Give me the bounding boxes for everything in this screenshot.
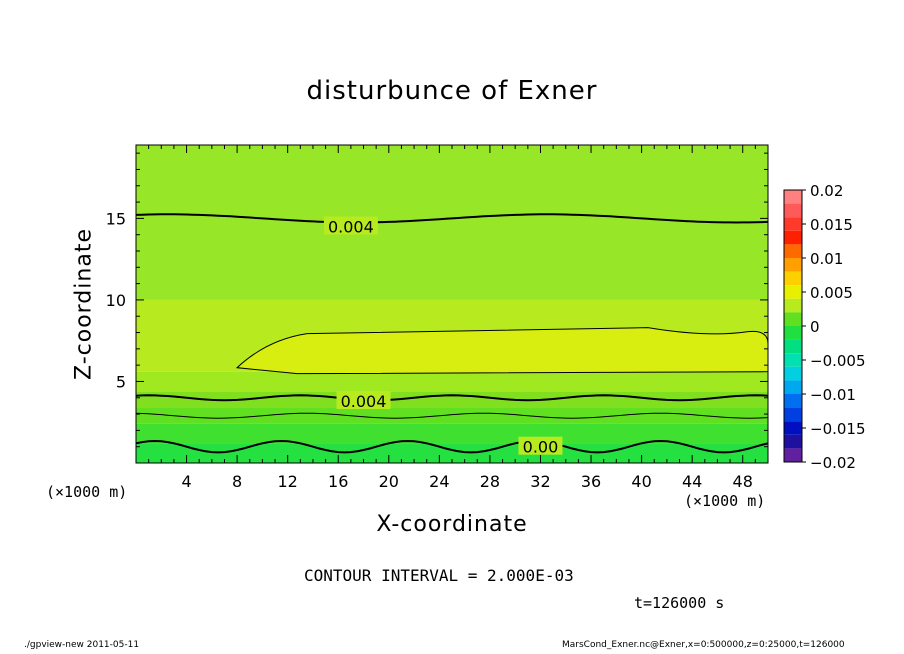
colorbar-tick-label-8: −0.02 bbox=[810, 454, 856, 472]
colorbar-level-2 bbox=[784, 217, 802, 231]
field-band-2 bbox=[136, 407, 768, 424]
x-tick-label-8: 36 bbox=[581, 472, 601, 491]
time-label: t=126000 s bbox=[634, 594, 725, 612]
colorbar-level-19 bbox=[784, 448, 802, 462]
contour-zero bbox=[136, 439, 768, 454]
x-tick-label-1: 8 bbox=[232, 472, 242, 491]
colorbar-level-18 bbox=[784, 434, 802, 449]
contour-core bbox=[235, 327, 768, 375]
x-unit-label-left: (×1000 m) bbox=[46, 483, 128, 501]
y-tick-label-1: 10 bbox=[106, 291, 126, 310]
contour-label-bg-2 bbox=[518, 436, 563, 455]
x-tick-label-7: 32 bbox=[530, 472, 550, 491]
y-tick-label-2: 15 bbox=[106, 209, 126, 228]
contour-label-2: 0.00 bbox=[523, 438, 559, 457]
colorbar-level-9 bbox=[784, 312, 802, 326]
colorbar-tick-label-1: 0.015 bbox=[810, 216, 853, 234]
x-tick-label-0: 4 bbox=[181, 472, 191, 491]
x-tick-label-9: 40 bbox=[631, 472, 651, 491]
x-tick-label-2: 12 bbox=[278, 472, 298, 491]
colorbar-tick-label-3: 0.005 bbox=[810, 284, 853, 302]
colorbar-level-10 bbox=[784, 326, 802, 340]
x-tick-label-10: 44 bbox=[682, 472, 702, 491]
colorbar-level-4 bbox=[784, 244, 802, 258]
x-unit-label-right: (×1000 m) bbox=[684, 492, 766, 510]
x-tick-label-5: 24 bbox=[429, 472, 449, 491]
colorbar-level-15 bbox=[784, 394, 802, 408]
x-tick-label-11: 48 bbox=[733, 472, 753, 491]
colorbar-level-14 bbox=[784, 380, 802, 394]
plot-area bbox=[136, 145, 768, 463]
contour-upper bbox=[136, 213, 768, 224]
colorbar-level-17 bbox=[784, 421, 802, 435]
colorbar-level-1 bbox=[784, 203, 802, 218]
field-band-1 bbox=[136, 423, 768, 444]
x-tick-label-6: 28 bbox=[480, 472, 500, 491]
y-axis-label: Z-coordinate bbox=[71, 228, 97, 380]
colorbar-level-13 bbox=[784, 366, 802, 381]
colorbar-tick-label-7: −0.015 bbox=[810, 420, 866, 438]
footer-program-date: ./gpview-new 2011-05-11 bbox=[24, 640, 140, 650]
colorbar-level-12 bbox=[784, 353, 802, 367]
colorbar-tick-label-6: −0.01 bbox=[810, 386, 856, 404]
colorbar-level-11 bbox=[784, 339, 802, 354]
contour-label-bg-1 bbox=[336, 391, 391, 410]
contour-label-1: 0.004 bbox=[341, 392, 387, 411]
colorbar-tick-label-4: 0 bbox=[810, 318, 820, 336]
colorbar-level-3 bbox=[784, 230, 802, 245]
colorbar-level-7 bbox=[784, 285, 802, 299]
contour-interval-text: CONTOUR INTERVAL = 2.000E-03 bbox=[304, 566, 574, 585]
footer-source-info: MarsCond_Exner.nc@Exner,x=0:500000,z=0:2… bbox=[562, 640, 845, 650]
y-tick-label-0: 5 bbox=[116, 372, 126, 391]
colorbar-level-5 bbox=[784, 258, 802, 272]
chart-title: disturbunce of Exner bbox=[306, 76, 598, 106]
x-tick-label-4: 20 bbox=[379, 472, 399, 491]
x-axis-label: X-coordinate bbox=[376, 512, 528, 537]
contour-label-bg-0 bbox=[323, 216, 378, 235]
colorbar-level-6 bbox=[784, 271, 802, 286]
contour-lines: 0.004 0.004 0.00 bbox=[136, 213, 768, 457]
colorbar: 0.02 0.015 0.01 0.005 0 −0.005 −0.01 −0.015 −0.0… bbox=[783, 182, 866, 472]
colorbar-tick-label-5: −0.005 bbox=[810, 352, 866, 370]
field-band-0 bbox=[136, 443, 768, 463]
contour-lower bbox=[136, 394, 768, 402]
colorbar-level-8 bbox=[784, 298, 802, 313]
colorbar-level-0 bbox=[784, 190, 802, 204]
colorbar-tick-label-0: 0.02 bbox=[810, 182, 843, 200]
field-fill bbox=[136, 145, 768, 463]
x-tick-label-3: 16 bbox=[328, 472, 348, 491]
contour-group bbox=[136, 213, 768, 454]
field-band-4 bbox=[136, 371, 768, 392]
core-region bbox=[237, 327, 768, 374]
contour-label-0: 0.004 bbox=[328, 218, 374, 237]
colorbar-tick-label-2: 0.01 bbox=[810, 250, 843, 268]
colorbar-level-16 bbox=[784, 407, 802, 422]
field-band-6 bbox=[136, 145, 768, 300]
contour-thin-lower bbox=[136, 412, 768, 419]
